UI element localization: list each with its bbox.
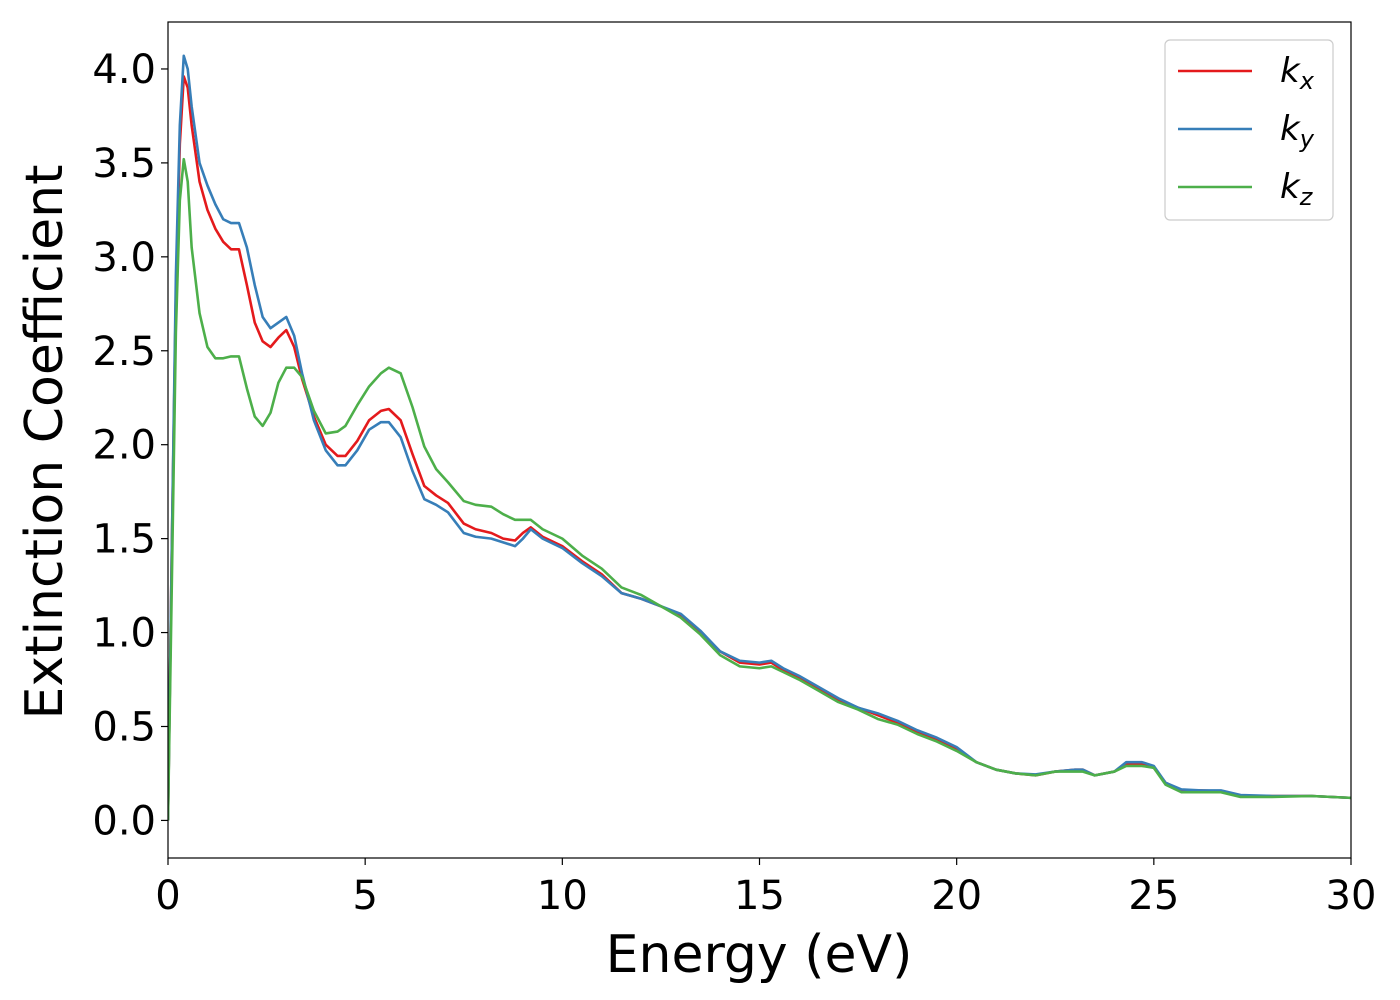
y-tick-label: 4.0 [92, 47, 156, 93]
x-tick-label: 0 [155, 873, 180, 919]
legend-label-kx: kx [1280, 51, 1315, 95]
x-tick-label: 25 [1128, 873, 1179, 919]
legend-label-kz: kz [1280, 167, 1314, 211]
x-tick-label: 15 [734, 873, 785, 919]
x-tick-label: 30 [1326, 873, 1377, 919]
series-line-ky [168, 54, 1351, 821]
y-axis-label: Extinction Coefficient [15, 165, 75, 720]
series-line-kz [168, 157, 1351, 821]
y-tick-label: 2.5 [92, 329, 156, 375]
y-axis: 0.0 0.5 1.0 1.5 2.0 2.5 3.0 3.5 4.0 [92, 47, 168, 844]
x-axis: 0 5 10 15 20 25 30 [155, 858, 1376, 919]
y-tick-label: 2.0 [92, 423, 156, 469]
x-tick-label: 10 [537, 873, 588, 919]
y-tick-label: 1.0 [92, 611, 156, 657]
y-tick-label: 0.5 [92, 704, 156, 750]
x-axis-label: Energy (eV) [606, 925, 913, 985]
y-tick-label: 3.0 [92, 235, 156, 281]
legend-label-ky: ky [1280, 109, 1315, 153]
y-tick-label: 1.5 [92, 517, 156, 563]
y-tick-label: 0.0 [92, 798, 156, 844]
legend: kx ky kz [1164, 39, 1334, 221]
x-tick-label: 20 [931, 873, 982, 919]
x-tick-label: 5 [352, 873, 377, 919]
y-tick-label: 3.5 [92, 141, 156, 187]
